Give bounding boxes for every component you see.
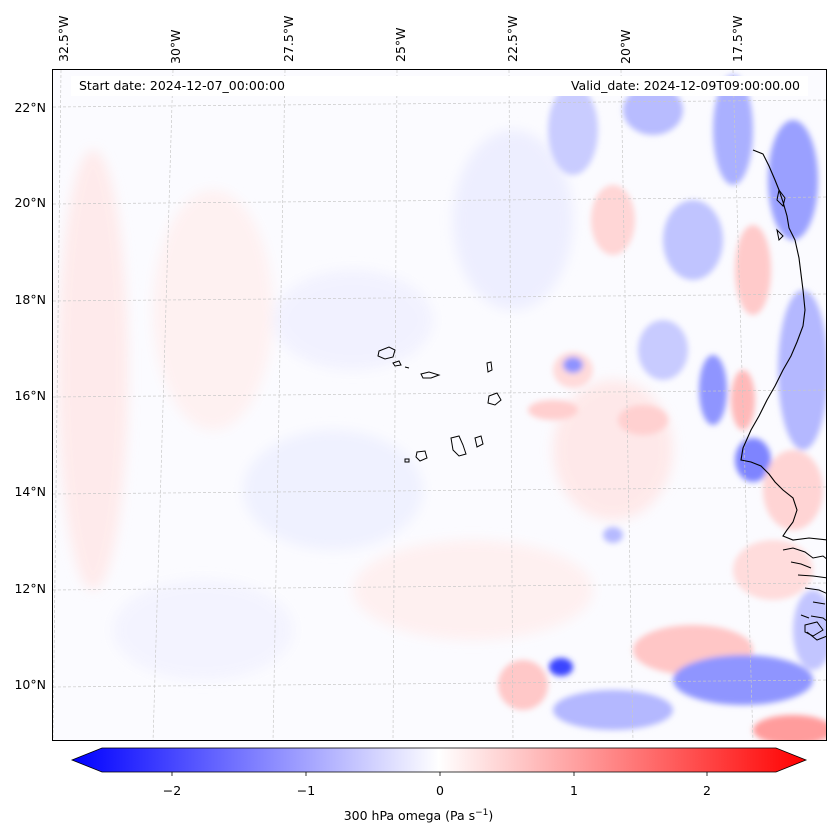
lon-label-22-5w: 22.5°W bbox=[505, 15, 520, 62]
lon-label-32-5w: 32.5°W bbox=[56, 15, 71, 62]
island-santo-antao bbox=[377, 346, 396, 360]
island-brava bbox=[404, 458, 410, 463]
colorbar-tick-neg2: −2 bbox=[162, 783, 182, 798]
island-santiago bbox=[450, 435, 467, 457]
cape-verde-islands bbox=[377, 346, 502, 463]
lat-label-16n: 16°N bbox=[14, 388, 46, 403]
graticule bbox=[53, 70, 826, 740]
island-boa-vista bbox=[487, 392, 502, 406]
island-maio bbox=[474, 435, 484, 448]
island-sal bbox=[486, 361, 493, 373]
colorbar-tick-2: 2 bbox=[703, 783, 711, 798]
lon-label-30w: 30°W bbox=[168, 29, 183, 64]
island-santa-luzia bbox=[404, 366, 410, 369]
lat-label-14n: 14°N bbox=[14, 484, 46, 499]
lon-label-17-5w: 17.5°W bbox=[730, 15, 745, 62]
lon-label-27-5w: 27.5°W bbox=[281, 15, 296, 62]
colorbar-label-exponent: −1 bbox=[475, 808, 489, 818]
island-fogo bbox=[415, 450, 428, 462]
colorbar-label-main: 300 hPa omega (Pa s bbox=[343, 808, 476, 824]
lat-label-10n: 10°N bbox=[14, 677, 46, 692]
colorbar-tick-neg1: −1 bbox=[296, 783, 316, 798]
bijagos-islands bbox=[806, 615, 826, 641]
coast-inlet bbox=[776, 188, 786, 207]
start-date-label: Start date: 2024-12-07_00:00:00 bbox=[79, 78, 285, 93]
lat-label-18n: 18°N bbox=[14, 292, 46, 307]
valid-date-label: Valid_date: 2024-12-09T09:00:00.00 bbox=[570, 78, 800, 93]
colorbar-label-close: ) bbox=[488, 808, 494, 824]
date-banner bbox=[71, 76, 808, 96]
lon-label-25w: 25°W bbox=[393, 27, 408, 62]
lat-label-12n: 12°N bbox=[14, 581, 46, 596]
omega-field bbox=[53, 70, 826, 740]
colorbar-tick-0: 0 bbox=[436, 783, 444, 798]
colorbar bbox=[70, 747, 808, 776]
map-panel bbox=[52, 69, 827, 741]
west-africa-coastline bbox=[740, 149, 826, 541]
colorbar-gradient bbox=[70, 747, 808, 773]
lon-label-20w: 20°W bbox=[618, 29, 633, 64]
lat-label-22n: 22°N bbox=[14, 100, 46, 115]
island-sao-vicente bbox=[392, 360, 402, 367]
guinea-bissau-coast bbox=[782, 547, 826, 637]
lat-label-20n: 20°N bbox=[14, 195, 46, 210]
colorbar-tick-1: 1 bbox=[570, 783, 578, 798]
coast-inlet-2 bbox=[776, 228, 784, 242]
colorbar-label: 300 hPa omega (Pa s−1) bbox=[0, 808, 837, 823]
island-sao-nicolau bbox=[420, 371, 441, 379]
colorbar-ticks bbox=[171, 772, 708, 776]
